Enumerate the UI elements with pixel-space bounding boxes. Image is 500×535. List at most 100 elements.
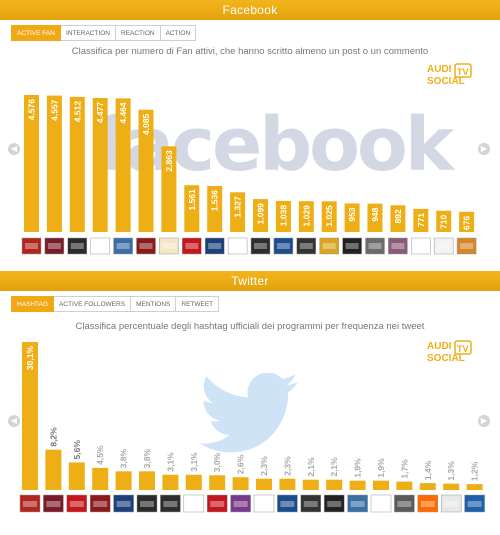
program-thumbnail-detail [23,501,37,507]
program-thumbnail-detail [327,501,342,507]
program-thumbnail-detail [276,243,290,249]
program-thumbnail [253,494,275,513]
bar-value-label: 3,8% [119,448,129,468]
facebook-panel: Facebook ACTIVE FAN INTERACTION REACTION… [0,0,500,267]
bar-value-label: 4.477 [95,102,105,124]
program-thumbnail [206,494,228,513]
program-thumbnail [440,494,462,513]
bar-value-label: 3,0% [212,452,222,472]
program-thumbnail [277,494,298,513]
program-thumbnail [347,494,368,513]
tab-active-followers[interactable]: ACTIVE FOLLOWERS [53,296,132,312]
bar-value-label: 3,8% [142,448,152,468]
program-thumbnail [411,237,431,255]
bar-value-label: 1,4% [423,460,433,480]
program-thumbnail-detail [116,501,131,507]
bar [232,477,249,490]
tab-reaction[interactable]: REACTION [116,25,161,41]
bar [279,478,296,490]
program-thumbnail [394,494,415,513]
audisocial-logo: AUDI SOCIAL TV [427,63,472,87]
bar [349,480,366,490]
program-thumbnail-detail [444,501,459,507]
logo-text-social: SOCIAL [427,353,465,364]
tab-mentions[interactable]: MENTIONS [131,296,177,312]
program-thumbnail [136,494,158,513]
program-thumbnail [183,494,205,513]
bar-value-label: 2.863 [164,150,174,172]
program-thumbnail-detail [414,243,428,249]
facebook-header: Facebook [0,0,500,20]
bar [209,475,226,490]
bar-value-label: 1.561 [187,189,197,211]
twitter-panel: Twitter HASHTAG ACTIVE FOLLOWERS MENTION… [0,271,500,535]
program-thumbnail-detail [162,243,176,249]
bar [46,95,62,232]
program-thumbnail [433,237,454,255]
bar-value-label: 4.557 [49,99,59,121]
program-thumbnail [136,237,156,255]
program-thumbnail-detail [397,501,412,507]
bar [373,480,389,490]
program-thumbnail [19,494,41,513]
program-thumbnail [160,494,181,513]
tab-interaction[interactable]: INTERACTION [60,25,116,41]
bar-value-label: 5,6% [72,440,82,460]
bar-value-label: 2,6% [236,454,246,474]
program-thumbnail [67,237,88,255]
bar-value-label: 2,3% [259,456,269,476]
tab-action[interactable]: ACTION [160,25,197,41]
logo-badge-tv: TV [457,344,469,354]
bar [115,98,131,232]
program-thumbnail [44,237,65,255]
twitter-header: Twitter [0,271,500,291]
facebook-subtitle: Classifica per numero di Fan attivi, che… [71,46,429,57]
program-thumbnail [388,237,408,255]
tab-hashtag[interactable]: HASHTAG [11,296,54,312]
bar-value-label: 710 [439,214,449,228]
twitter-tabs: HASHTAG ACTIVE FOLLOWERS MENTIONS RETWEE… [11,296,220,312]
program-thumbnail [182,237,202,255]
bar-value-label: 4.085 [141,113,151,135]
program-thumbnail-detail [345,243,359,249]
bar-value-label: 1,2% [470,461,480,481]
bar [69,96,85,233]
bar [298,201,314,232]
program-thumbnail-detail [47,243,61,249]
program-thumbnail-detail [163,501,178,507]
twitter-subtitle: Classifica percentuale degli hashtag uff… [75,321,425,332]
program-thumbnail-detail [391,243,405,249]
bar-value-label: 8,2% [48,427,58,447]
bar [321,201,337,232]
next-arrow-icon[interactable]: ▶ [478,415,490,427]
program-thumbnail [230,494,251,513]
program-thumbnail-detail [303,501,318,507]
bar [162,474,179,490]
program-thumbnail-detail [139,243,153,249]
bar [68,462,85,490]
facebook-tabs: ACTIVE FAN INTERACTION REACTION ACTION [11,25,197,41]
program-thumbnail-detail [460,243,474,249]
tab-active-fan[interactable]: ACTIVE FAN [11,25,61,41]
program-thumbnail [113,237,133,255]
tab-retweet[interactable]: RETWEET [176,296,220,312]
bar [256,478,272,490]
bar [184,185,200,232]
program-thumbnail-detail [374,501,388,507]
next-arrow-icon[interactable]: ▶ [478,143,490,155]
prev-arrow-icon[interactable]: ◀ [8,415,20,427]
bar-value-label: 1.099 [256,203,266,225]
program-thumbnail [273,237,294,255]
program-thumbnail [250,237,271,255]
bar-value-label: 1.025 [324,205,334,227]
prev-arrow-icon[interactable]: ◀ [8,143,20,155]
bar-value-label: 3,1% [189,452,199,472]
program-thumbnail-detail [25,243,38,249]
bar-value-label: 4.512 [72,101,82,123]
bar-value-label: 676 [462,215,472,229]
program-thumbnail-detail [420,501,435,507]
bar-value-label: 30,1% [25,346,35,371]
program-thumbnail [21,237,42,255]
program-thumbnail-detail [69,501,84,507]
bar [161,146,177,232]
